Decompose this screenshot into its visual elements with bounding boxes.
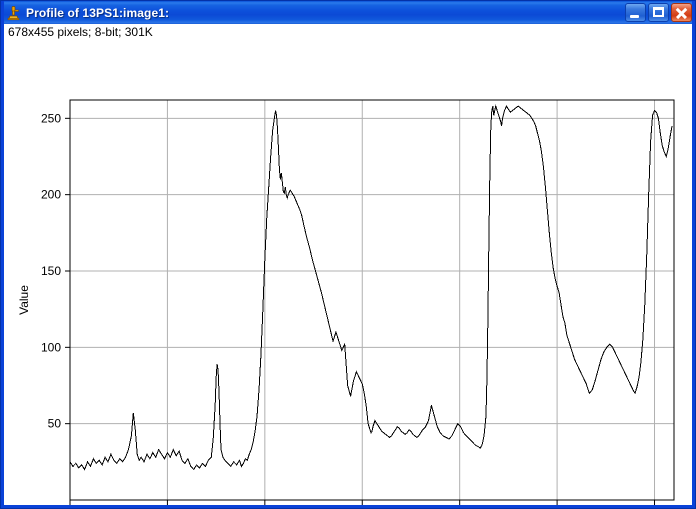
plot-frame: [69, 99, 675, 501]
minimize-icon: [630, 15, 639, 18]
y-tick-label: 50: [48, 417, 62, 431]
window-buttons: [625, 3, 692, 22]
window-title: Profile of 13PS1:image1:: [26, 5, 170, 20]
plot-canvas: 501001502002500100200300400500600Distanc…: [17, 99, 675, 505]
y-tick-label: 250: [41, 111, 61, 125]
image-info-bar: 678x455 pixels; 8-bit; 301K: [4, 24, 692, 41]
profile-plot[interactable]: 501001502002500100200300400500600Distanc…: [4, 41, 692, 505]
maximize-icon: [653, 7, 664, 17]
close-button[interactable]: [671, 3, 692, 22]
y-tick-label: 100: [41, 340, 61, 354]
title-bar[interactable]: Profile of 13PS1:image1:: [1, 1, 695, 24]
minimize-button[interactable]: [625, 3, 646, 22]
y-axis-label: Value: [17, 285, 31, 315]
client-area: 678x455 pixels; 8-bit; 301K 50 100 150 200 2…: [4, 24, 692, 505]
y-tick-label: 200: [41, 188, 61, 202]
profile-line: [70, 104, 673, 471]
microscope-icon: [6, 5, 22, 21]
y-tick-label: 150: [41, 264, 61, 278]
maximize-button[interactable]: [648, 3, 669, 22]
